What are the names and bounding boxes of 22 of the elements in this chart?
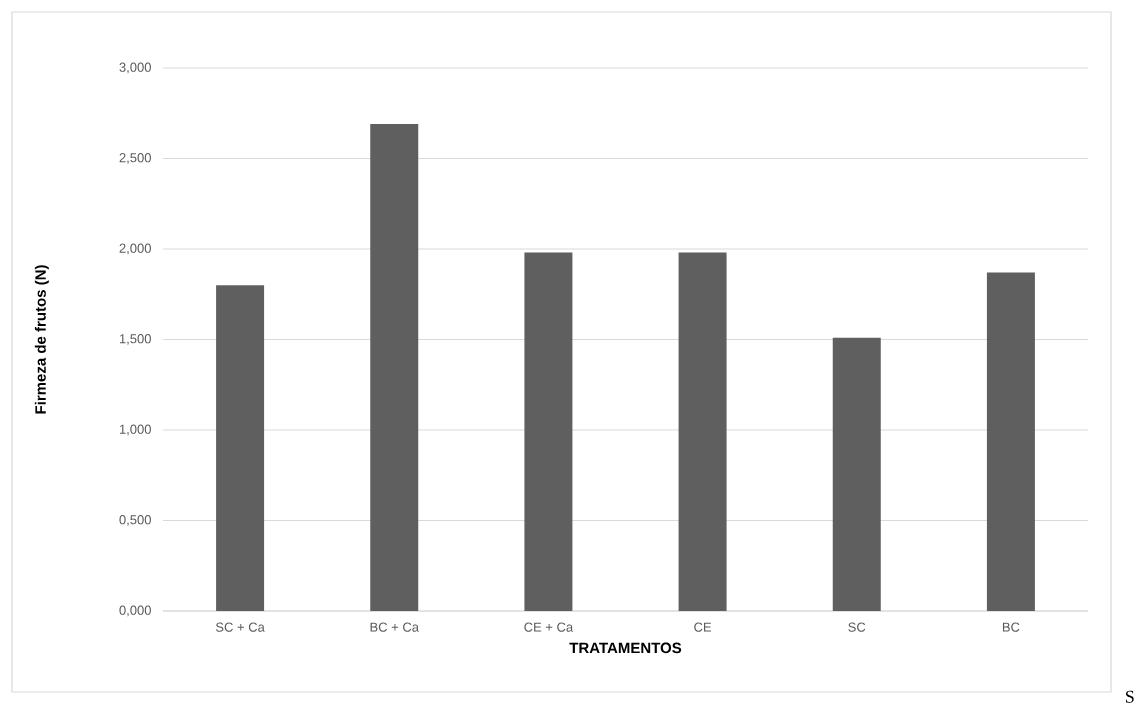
bar [524, 252, 573, 611]
bar [986, 272, 1035, 611]
bar [370, 124, 419, 611]
y-tick-label: 3,000 [119, 62, 151, 74]
y-tick-label: 1,000 [119, 424, 151, 436]
y-tick-label: 2,000 [119, 243, 151, 255]
text: S [1126, 690, 1134, 703]
x-tick-label: BC + Ca [370, 622, 419, 632]
y-tick-label: 2,500 [119, 153, 151, 164]
y-axis-title: Firmeza de frutos (N) [34, 265, 49, 414]
x-tick-label: SC [848, 622, 866, 632]
y-tick-label: 0,500 [119, 515, 151, 526]
y-tick-label: 0,000 [119, 605, 151, 617]
x-tick-label: BC [1002, 622, 1020, 632]
bar [832, 337, 881, 611]
x-tick-label: CE + Ca [524, 622, 574, 632]
bar [216, 285, 265, 611]
bar [678, 252, 727, 611]
x-axis-title: TRATAMENTOS [569, 642, 682, 654]
x-tick-label: CE [694, 622, 712, 632]
y-tick-label: 1,500 [119, 334, 151, 345]
x-tick-label: SC + Ca [215, 622, 265, 632]
